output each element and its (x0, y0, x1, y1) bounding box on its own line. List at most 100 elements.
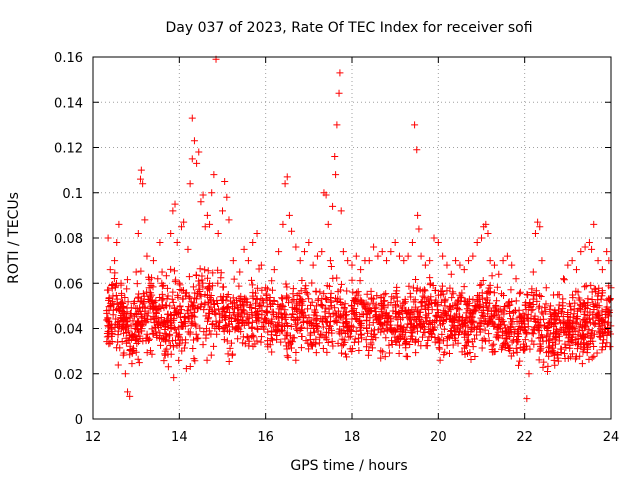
data-point (214, 279, 222, 287)
data-point (555, 337, 563, 345)
data-point (212, 310, 220, 318)
data-point (203, 317, 211, 325)
data-point (206, 293, 214, 301)
data-point (189, 302, 197, 310)
data-point (177, 223, 185, 231)
data-point (564, 331, 572, 339)
data-point (478, 344, 486, 352)
data-point (499, 257, 507, 265)
y-tick-label: 0.14 (54, 96, 83, 111)
data-point (557, 309, 565, 317)
data-point (312, 302, 320, 310)
data-point (460, 329, 468, 337)
data-point (310, 339, 318, 347)
data-point (115, 220, 123, 228)
data-point (164, 321, 172, 329)
data-point (111, 269, 119, 277)
data-point (292, 243, 300, 251)
data-point (382, 290, 390, 298)
data-point (186, 180, 194, 188)
data-point (223, 304, 231, 312)
data-point (139, 303, 147, 311)
data-point (343, 287, 351, 295)
data-point (163, 284, 171, 292)
data-point (298, 296, 306, 304)
data-point (287, 322, 295, 330)
data-point (136, 304, 144, 312)
data-point (562, 343, 570, 351)
data-point (162, 272, 170, 280)
data-point (595, 332, 603, 340)
data-point (307, 301, 315, 309)
data-point (362, 336, 370, 344)
data-point (210, 171, 218, 179)
data-point (221, 177, 229, 185)
data-point (425, 301, 433, 309)
data-point (504, 345, 512, 353)
data-point (454, 325, 462, 333)
data-point (358, 297, 366, 305)
data-point (401, 335, 409, 343)
data-point (470, 323, 478, 331)
data-point (218, 296, 226, 304)
data-point (152, 317, 160, 325)
data-point (471, 353, 479, 361)
data-point (578, 327, 586, 335)
data-point (482, 299, 490, 307)
data-point (175, 310, 183, 318)
data-point (236, 297, 244, 305)
data-point (409, 284, 417, 292)
data-point (386, 325, 394, 333)
data-point (313, 314, 321, 322)
y-tick-label: 0.16 (54, 51, 83, 66)
data-point (578, 360, 586, 368)
data-point (438, 330, 446, 338)
data-point (283, 352, 291, 360)
data-point (134, 308, 142, 316)
data-point (524, 310, 532, 318)
data-point (114, 361, 122, 369)
data-point (193, 159, 201, 167)
data-point (443, 287, 451, 295)
data-point (459, 323, 467, 331)
data-point (584, 295, 592, 303)
data-point (170, 374, 178, 382)
data-point (435, 336, 443, 344)
data-point (237, 313, 245, 321)
data-point (439, 252, 447, 260)
data-point (209, 269, 217, 277)
data-point (329, 274, 337, 282)
data-point (434, 239, 442, 247)
data-point (385, 349, 393, 357)
data-point (598, 307, 606, 315)
data-point (286, 340, 294, 348)
data-point (268, 348, 276, 356)
data-point (416, 321, 424, 329)
data-point (296, 327, 304, 335)
data-point (205, 310, 213, 318)
data-point (513, 329, 521, 337)
data-point (225, 216, 233, 224)
data-point (109, 311, 117, 319)
x-tick-labels: 12 14 16 18 20 22 24 (85, 430, 620, 445)
data-point (175, 333, 183, 341)
data-point (321, 314, 329, 322)
data-point (350, 338, 358, 346)
y-tick-label: 0.04 (54, 323, 83, 338)
data-point (576, 352, 584, 360)
data-point (290, 296, 298, 304)
data-point (297, 344, 305, 352)
data-point (490, 322, 498, 330)
data-point (569, 338, 577, 346)
data-point (435, 344, 443, 352)
data-point (157, 314, 165, 322)
data-point (549, 347, 557, 355)
data-point (405, 282, 413, 290)
data-point (546, 305, 554, 313)
data-point (168, 295, 176, 303)
data-point (483, 296, 491, 304)
data-point (169, 343, 177, 351)
data-point (560, 276, 568, 284)
data-point (531, 229, 539, 237)
